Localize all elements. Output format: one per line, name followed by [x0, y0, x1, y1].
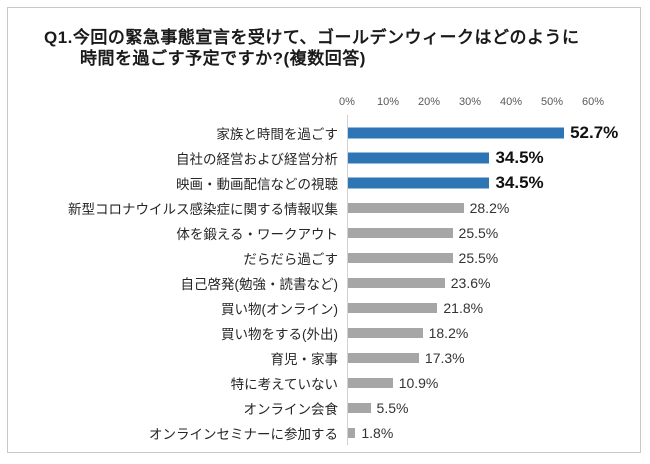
category-label: 育児・家事 [270, 352, 339, 367]
x-tick-label: 0% [339, 96, 355, 108]
value-label: 10.9% [398, 375, 439, 391]
x-tick-label: 40% [499, 96, 523, 108]
value-label: 5.5% [376, 400, 409, 416]
chart-row: オンラインセミナーに参加する 1.8% [0, 421, 650, 446]
bar [348, 378, 393, 388]
x-tick-label: 10% [376, 96, 400, 108]
chart-frame [7, 7, 641, 453]
value-label: 52.7% [570, 123, 619, 142]
bar [348, 203, 464, 213]
category-label: 自社の経営および経営分析 [176, 152, 338, 167]
bar [348, 253, 453, 263]
chart-row: 買い物をする(外出) 18.2% [0, 321, 650, 346]
value-label: 1.8% [361, 425, 394, 441]
value-label: 25.5% [458, 225, 499, 241]
bar-highlighted [348, 127, 565, 139]
value-label: 34.5% [495, 148, 544, 167]
x-tick-label: 20% [417, 96, 441, 108]
category-label: 映画・動画配信などの視聴 [176, 177, 338, 192]
category-label: 新型コロナウイルス感染症に関する情報収集 [68, 202, 338, 217]
bar-highlighted [348, 152, 490, 164]
x-tick-label: 50% [540, 96, 564, 108]
chart-row: 自己啓発(勉強・読書など) 23.6% [0, 271, 650, 296]
bar [348, 428, 356, 438]
chart-row: 新型コロナウイルス感染症に関する情報収集 28.2% [0, 196, 650, 221]
value-label: 28.2% [469, 200, 510, 216]
chart-row: 自社の経営および経営分析 34.5% [0, 146, 650, 171]
chart-row: 特に考えていない 10.9% [0, 371, 650, 396]
category-label: 買い物(オンライン) [221, 302, 338, 317]
category-label: だらだら過ごす [243, 252, 338, 267]
category-label: 自己啓発(勉強・読書など) [180, 277, 339, 292]
chart-title: Q1.今回の緊急事態宣言を受けて、ゴールデンウィークはどのように 時間を過ごす予… [44, 27, 580, 69]
value-label: 21.8% [443, 300, 484, 316]
bar [348, 278, 445, 288]
category-label: 体を鍛える・ワークアウト [176, 227, 338, 242]
bar [348, 353, 419, 363]
bar [348, 328, 423, 338]
bar [348, 228, 453, 238]
bar [348, 403, 371, 413]
y-axis-line [347, 115, 348, 445]
value-label: 25.5% [458, 250, 499, 266]
category-label: 特に考えていない [230, 377, 338, 392]
bar [348, 303, 438, 313]
chart-row: 買い物(オンライン) 21.8% [0, 296, 650, 321]
x-tick-label: 60% [581, 96, 605, 108]
value-label: 34.5% [495, 173, 544, 192]
x-tick-label: 30% [458, 96, 482, 108]
chart-title-line1: Q1.今回の緊急事態宣言を受けて、ゴールデンウィークはどのように [44, 28, 580, 47]
chart-row: 映画・動画配信などの視聴 34.5% [0, 171, 650, 196]
chart-row: 家族と時間を過ごす 52.7% [0, 121, 650, 146]
bar-highlighted [348, 177, 490, 189]
category-label: 買い物をする(外出) [221, 327, 338, 342]
chart-row: オンライン会食 5.5% [0, 396, 650, 421]
value-label: 18.2% [428, 325, 469, 341]
value-label: 17.3% [424, 350, 465, 366]
chart-row: 育児・家事 17.3% [0, 346, 650, 371]
category-label: オンラインセミナーに参加する [149, 427, 338, 442]
category-label: オンライン会食 [243, 402, 339, 417]
category-label: 家族と時間を過ごす [216, 127, 338, 142]
chart-row: だらだら過ごす 25.5% [0, 246, 650, 271]
chart-title-line2: 時間を過ごす予定ですか?(複数回答) [80, 49, 366, 68]
value-label: 23.6% [450, 275, 491, 291]
chart-row: 体を鍛える・ワークアウト 25.5% [0, 221, 650, 246]
